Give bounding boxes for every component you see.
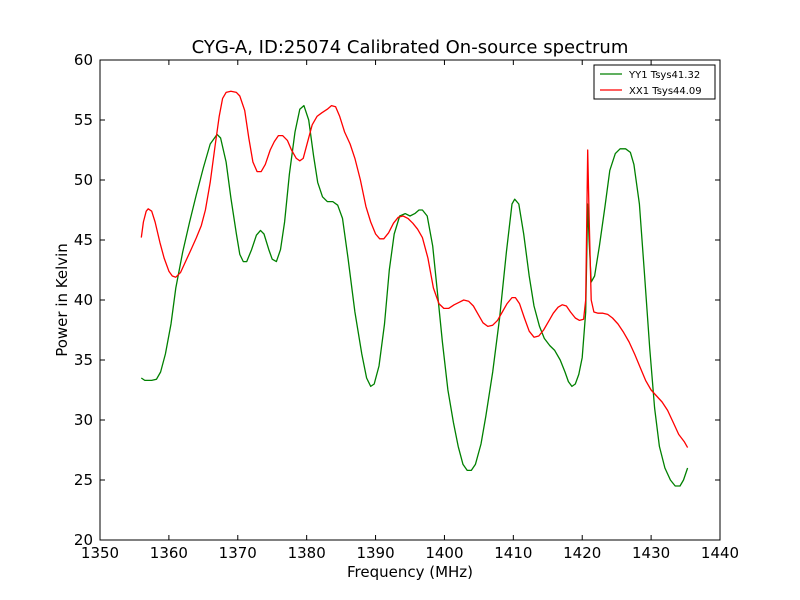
x-tick-label: 1420 <box>563 544 601 562</box>
x-tick-label: 1360 <box>150 544 188 562</box>
series-line-yy1 <box>140 104 689 487</box>
chart-title: CYG-A, ID:25074 Calibrated On-source spe… <box>192 37 629 58</box>
y-axis-label: Power in Kelvin <box>53 243 71 357</box>
legend-label-yy1: YY1 Tsys41.32 <box>628 70 700 81</box>
y-tick-label: 60 <box>74 51 93 69</box>
y-tick-label: 35 <box>74 351 93 369</box>
plot-area: 1350 1360 1370 1380 1390 1400 1410 1420 1430 1440… <box>74 51 739 562</box>
x-tick-label: 1410 <box>494 544 532 562</box>
y-tick-label: 45 <box>74 231 93 249</box>
x-tick-label: 1390 <box>356 544 394 562</box>
x-tick-label: 1440 <box>701 544 739 562</box>
x-tick-label: 1430 <box>632 544 670 562</box>
legend: YY1 Tsys41.32 XX1 Tsys44.09 <box>593 64 716 100</box>
legend-box <box>593 64 716 100</box>
y-tick-label: 50 <box>74 171 93 189</box>
x-tick-label: 1370 <box>219 544 257 562</box>
x-axis-label: Frequency (MHz) <box>347 563 473 581</box>
y-tick-label: 30 <box>74 411 93 429</box>
legend-label-xx1: XX1 Tsys44.09 <box>629 86 702 97</box>
y-tick-label: 55 <box>74 111 93 129</box>
series-line-xx1 <box>140 90 689 448</box>
y-tick-label: 40 <box>74 291 93 309</box>
x-tick-label: 1350 <box>81 544 119 562</box>
y-tick-label: 20 <box>74 531 93 549</box>
ticks-layer: 1350 1360 1370 1380 1390 1400 1410 1420 1430 1440… <box>74 51 739 562</box>
x-tick-label: 1400 <box>425 544 463 562</box>
series-layer <box>140 90 689 487</box>
y-tick-label: 25 <box>74 471 93 489</box>
x-tick-label: 1380 <box>288 544 326 562</box>
